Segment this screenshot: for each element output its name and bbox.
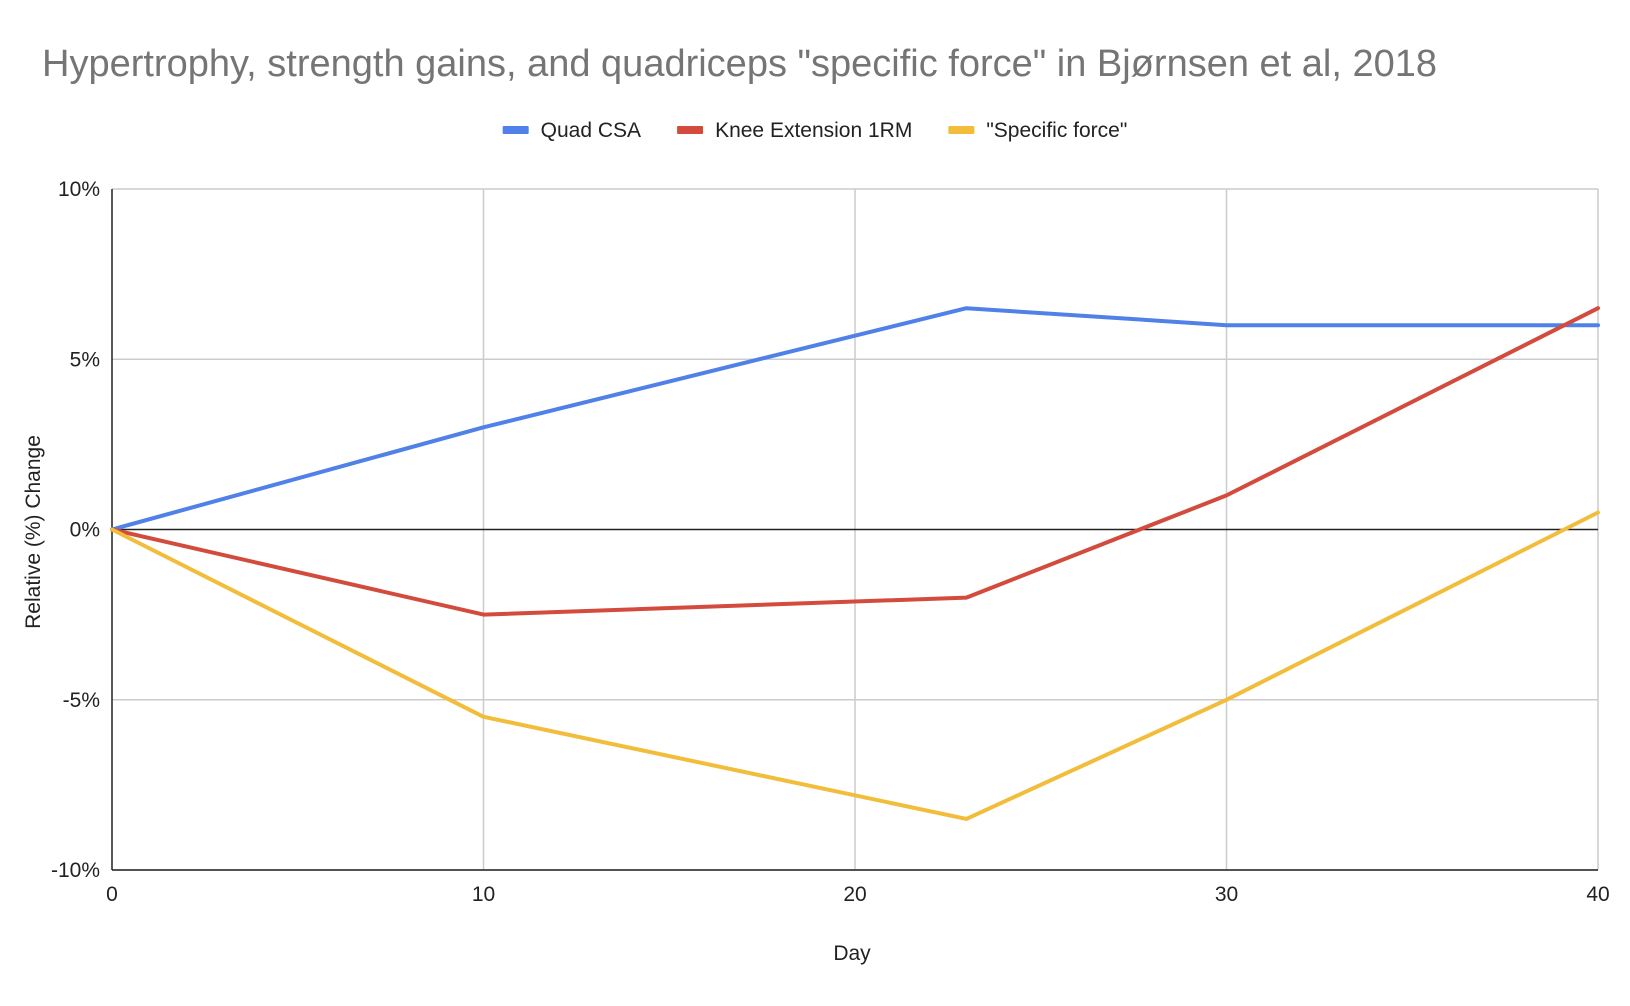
x-tick-label: 40 bbox=[1586, 883, 1609, 906]
legend-swatch-1 bbox=[677, 126, 704, 134]
legend-label-0: Quad CSA bbox=[541, 119, 641, 142]
series-line-0 bbox=[110, 306, 1600, 532]
y-tick-label: 0% bbox=[70, 519, 100, 542]
x-tick-label: 10 bbox=[472, 883, 495, 906]
x-axis-label: Day bbox=[833, 942, 871, 965]
legend-swatch-0 bbox=[502, 126, 529, 134]
legend-label-2: "Specific force" bbox=[986, 119, 1127, 142]
series-layer bbox=[110, 306, 1600, 821]
legend: Quad CSA Knee Extension 1RM "Specific forc… bbox=[502, 119, 1127, 142]
chart-title: Hypertrophy, strength gains, and quadric… bbox=[42, 43, 1437, 85]
x-tick-label: 0 bbox=[106, 883, 118, 906]
series-line-2 bbox=[110, 510, 1600, 821]
series-line-1 bbox=[110, 306, 1600, 617]
x-tick-label: 20 bbox=[843, 883, 866, 906]
y-tick-label: 5% bbox=[70, 348, 100, 371]
x-tick-label: 30 bbox=[1215, 883, 1238, 906]
legend-swatch-2 bbox=[948, 126, 975, 134]
tick-labels: 10% 5% 0% -5% -10% 0 10 20 30 40 bbox=[51, 178, 1610, 906]
y-tick-label: -10% bbox=[51, 859, 100, 882]
y-tick-label: 10% bbox=[58, 178, 100, 201]
y-tick-label: -5% bbox=[63, 689, 100, 712]
legend-label-1: Knee Extension 1RM bbox=[715, 119, 912, 142]
y-axis-label: Relative (%) Change bbox=[22, 435, 45, 629]
